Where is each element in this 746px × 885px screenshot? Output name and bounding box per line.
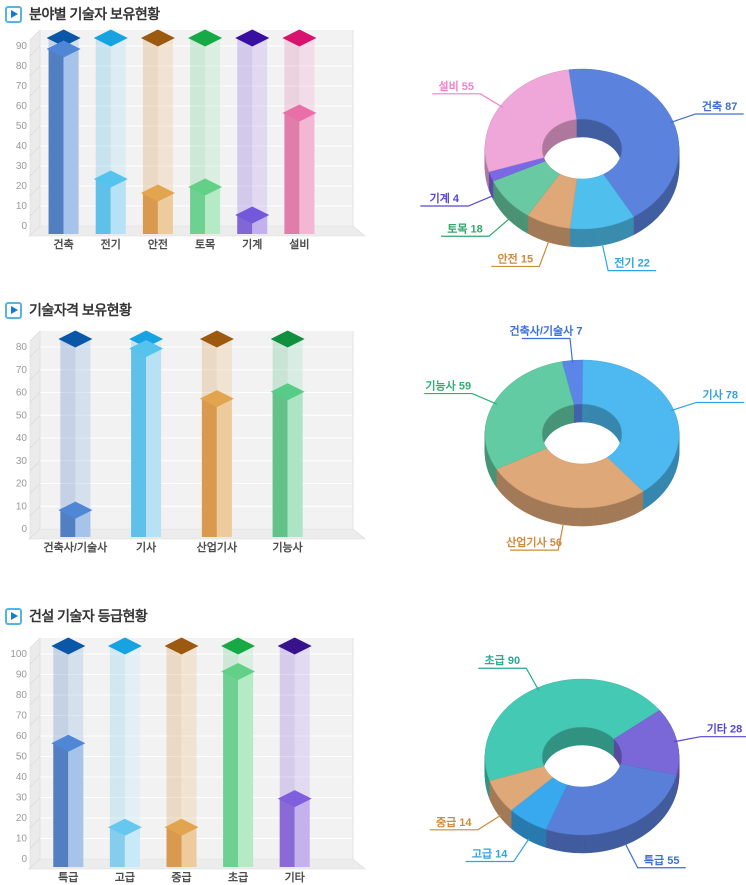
svg-text:100: 100	[10, 649, 27, 660]
svg-text:10: 10	[16, 501, 28, 512]
svg-text:산업기사 56: 산업기사 56	[506, 535, 562, 549]
svg-text:설비 55: 설비 55	[438, 79, 474, 93]
svg-text:70: 70	[16, 711, 28, 722]
section-header-field: 분야별 기술자 보유현황	[5, 4, 160, 24]
svg-text:70: 70	[16, 365, 28, 376]
section-title-grade: 건설 기술자 등급현황	[29, 608, 148, 624]
svg-text:중급 14: 중급 14	[436, 816, 472, 829]
svg-text:20: 20	[16, 479, 28, 490]
section-title-qualification: 기술자격 보유현황	[29, 302, 132, 318]
svg-text:30: 30	[16, 161, 28, 172]
svg-text:초급: 초급	[228, 871, 248, 884]
svg-text:20: 20	[16, 181, 28, 192]
svg-text:산업기사: 산업기사	[197, 540, 238, 554]
svg-text:40: 40	[16, 141, 28, 152]
svg-text:80: 80	[16, 690, 28, 701]
svg-text:고급 14: 고급 14	[472, 848, 508, 861]
svg-text:특급 55: 특급 55	[644, 854, 680, 867]
svg-text:전기 22: 전기 22	[614, 256, 650, 270]
section-header-qualification: 기술자격 보유현황	[5, 300, 132, 320]
svg-text:기사: 기사	[136, 540, 157, 554]
svg-text:0: 0	[21, 854, 27, 865]
svg-text:안전 15: 안전 15	[498, 251, 534, 265]
svg-text:설비: 설비	[289, 237, 309, 251]
section-header-grade: 건설 기술자 등급현황	[5, 606, 148, 626]
svg-text:10: 10	[16, 834, 28, 845]
svg-text:0: 0	[21, 221, 27, 232]
svg-text:60: 60	[16, 101, 28, 112]
svg-text:50: 50	[16, 410, 28, 421]
play-icon	[5, 607, 22, 625]
svg-text:건축사/기술사 7: 건축사/기술사 7	[510, 323, 583, 337]
svg-text:40: 40	[16, 433, 28, 444]
svg-text:90: 90	[16, 670, 28, 681]
svg-text:30: 30	[16, 793, 28, 804]
svg-text:토목: 토목	[195, 238, 215, 251]
svg-text:건축사/기술사: 건축사/기술사	[43, 540, 108, 554]
play-icon	[5, 301, 22, 319]
svg-text:60: 60	[16, 388, 28, 399]
svg-text:기사 78: 기사 78	[702, 387, 738, 401]
svg-text:40: 40	[16, 772, 28, 783]
svg-text:토목 18: 토목 18	[447, 222, 483, 235]
donut-chart-grade: 초급 90 기타 28 특급 55 고급 14 중급 14	[429, 654, 746, 869]
donut-chart-field: 건축 87 전기 22 안전 15 토목 18 기계 4 설비 55	[420, 68, 744, 272]
svg-text:20: 20	[16, 813, 28, 824]
svg-text:10: 10	[16, 201, 28, 212]
svg-text:기타: 기타	[285, 870, 306, 884]
svg-text:전기: 전기	[101, 237, 121, 251]
svg-text:50: 50	[16, 121, 28, 132]
svg-text:안전: 안전	[148, 237, 168, 251]
svg-text:80: 80	[16, 342, 28, 353]
play-triangle	[10, 306, 18, 314]
bar-chart-qualification: 0 10 20 30 40 50 60 70 80 건축사/기술사 기사 산업기사 기능사	[16, 330, 366, 554]
svg-text:0: 0	[21, 524, 27, 535]
svg-text:90: 90	[16, 41, 28, 52]
bar-chart-field: 0 10 20 30 40 50 60 70 80 90 건축 전기 안전 토목 기계 설비	[16, 29, 366, 251]
svg-text:60: 60	[16, 731, 28, 742]
svg-text:중급: 중급	[171, 871, 191, 884]
svg-text:건축 87: 건축 87	[702, 99, 738, 113]
svg-text:80: 80	[16, 61, 28, 72]
bar-chart-grade: 0 10 20 30 40 50 60 70 80 90 100 특급 고급 중급 초급 기타	[10, 637, 366, 884]
svg-text:기능사 59: 기능사 59	[425, 379, 471, 393]
svg-text:고급: 고급	[115, 871, 135, 884]
svg-text:건축: 건축	[53, 237, 73, 251]
svg-text:초급 90: 초급 90	[485, 654, 521, 667]
play-icon	[5, 5, 22, 23]
play-triangle	[10, 612, 18, 620]
svg-text:기능사: 기능사	[272, 540, 303, 554]
svg-text:30: 30	[16, 456, 28, 467]
svg-text:기계 4: 기계 4	[430, 191, 460, 205]
section-title-field: 분야별 기술자 보유현황	[29, 6, 160, 22]
svg-text:기타 28: 기타 28	[707, 722, 743, 736]
svg-text:특급: 특급	[58, 871, 78, 884]
svg-text:50: 50	[16, 752, 28, 763]
play-triangle	[10, 10, 18, 18]
donut-chart-qualification: 건축사/기술사 7 기사 78 산업기사 56 기능사 59	[424, 323, 745, 551]
svg-text:70: 70	[16, 81, 28, 92]
svg-text:기계: 기계	[242, 237, 262, 251]
